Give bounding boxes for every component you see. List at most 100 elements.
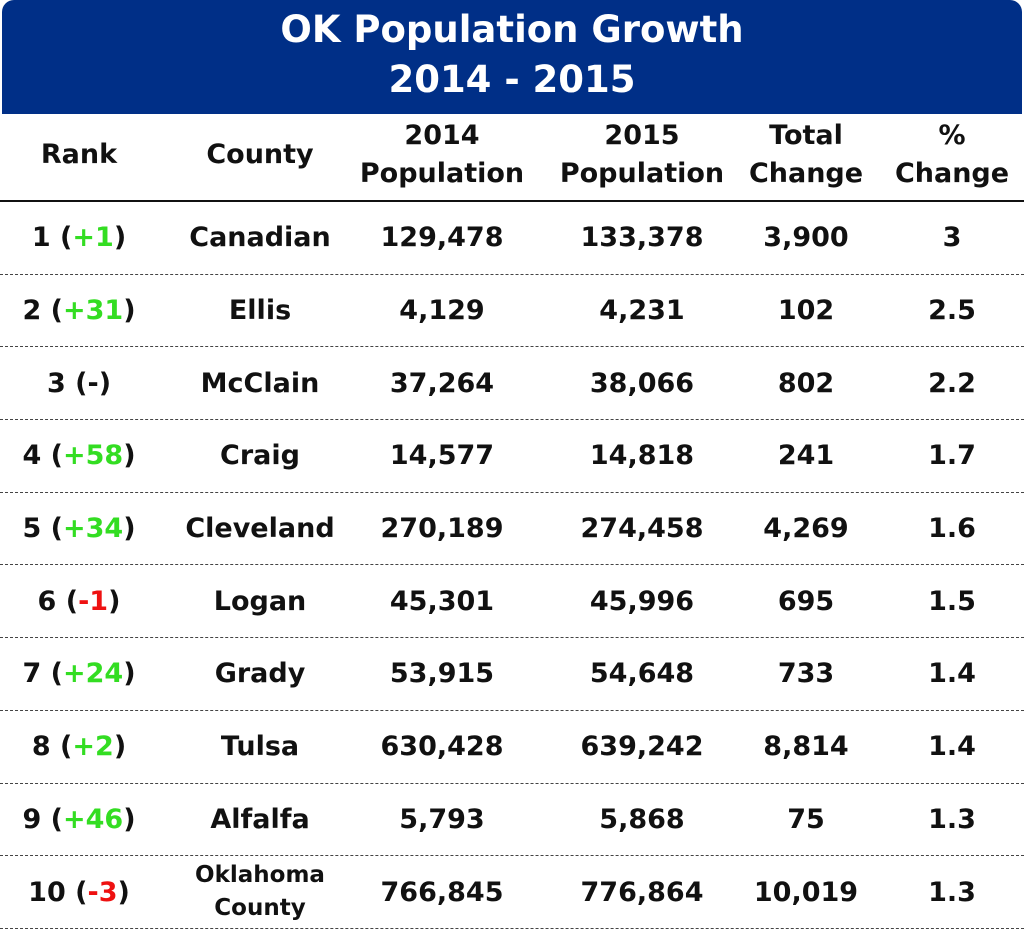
- table-row: 9 (+46) Alfalfa 5,793 5,868 75 1.3: [0, 784, 1024, 857]
- percent-change-cell: 2.5: [928, 295, 976, 327]
- county-cell: Cleveland: [185, 513, 335, 545]
- percent-change-cell: 1.7: [928, 440, 976, 472]
- population-2014-cell: 129,478: [380, 222, 504, 254]
- total-change-cell: 102: [777, 295, 835, 327]
- population-2014-cell: 53,915: [389, 658, 495, 690]
- table-body: 1 (+1) Canadian 129,478 133,378 3,900 3 2 (+31…: [0, 202, 1024, 929]
- county-cell: Grady: [214, 658, 306, 690]
- population-2014-cell: 5,793: [399, 803, 485, 835]
- rank-change: +2: [72, 731, 114, 763]
- population-2014-cell: 630,428: [380, 731, 504, 763]
- total-change-cell: 75: [787, 803, 825, 835]
- percent-change-cell: 3: [942, 222, 962, 254]
- population-2015-cell: 38,066: [589, 367, 695, 399]
- county-cell: Ellis: [228, 295, 292, 327]
- table-row: 7 (+24) Grady 53,915 54,648 733 1.4: [0, 638, 1024, 711]
- rank-number: 2: [22, 295, 42, 327]
- header-rank: Rank: [40, 139, 118, 170]
- population-2015-cell: 4,231: [599, 295, 685, 327]
- county-cell: Oklahoma County: [195, 862, 325, 922]
- population-2015-cell: 776,864: [580, 876, 704, 908]
- header-percent-change: % Change: [894, 120, 1010, 189]
- county-cell: Alfalfa: [210, 803, 310, 835]
- population-2015-cell: 5,868: [599, 803, 685, 835]
- total-change-cell: 4,269: [763, 513, 849, 545]
- table-row: 2 (+31) Ellis 4,129 4,231 102 2.5: [0, 275, 1024, 348]
- header-2014-population: 2014 Population: [359, 120, 525, 189]
- county-cell: Canadian: [189, 222, 331, 254]
- percent-change-cell: 2.2: [928, 367, 976, 399]
- table-row: 4 (+58) Craig 14,577 14,818 241 1.7: [0, 420, 1024, 493]
- population-2015-cell: 54,648: [589, 658, 695, 690]
- population-2014-cell: 270,189: [380, 513, 504, 545]
- title-line-2: 2014 - 2015: [388, 58, 636, 101]
- table-row: 1 (+1) Canadian 129,478 133,378 3,900 3: [0, 202, 1024, 275]
- rank-cell: 5 (+34): [22, 513, 136, 545]
- population-2014-cell: 766,845: [380, 876, 504, 908]
- title-line-1: OK Population Growth: [280, 8, 744, 51]
- county-cell: Logan: [213, 585, 307, 617]
- population-2014-cell: 45,301: [389, 585, 495, 617]
- header-county: County: [206, 139, 314, 170]
- county-cell: Craig: [220, 440, 300, 472]
- percent-change-cell: 1.6: [928, 513, 976, 545]
- rank-cell: 3 (-): [46, 367, 112, 399]
- rank-cell: 4 (+58): [22, 440, 136, 472]
- table-row: 5 (+34) Cleveland 270,189 274,458 4,269 1.6: [0, 493, 1024, 566]
- header-total-change: Total Change: [748, 120, 864, 189]
- rank-change: +46: [63, 803, 124, 835]
- rank-change: +31: [63, 295, 124, 327]
- population-2014-cell: 4,129: [399, 295, 485, 327]
- total-change-cell: 802: [777, 367, 835, 399]
- table-row: 3 (-) McClain 37,264 38,066 802 2.2: [0, 347, 1024, 421]
- population-2015-cell: 274,458: [580, 513, 704, 545]
- rank-cell: 6 (-1): [37, 585, 121, 617]
- rank-change: -: [87, 367, 99, 399]
- rank-number: 8: [31, 731, 51, 763]
- rank-number: 4: [22, 440, 42, 472]
- rank-change: +34: [63, 513, 124, 545]
- county-cell: McClain: [200, 367, 320, 399]
- percent-change-cell: 1.5: [928, 585, 976, 617]
- table-row: 8 (+2) Tulsa 630,428 639,242 8,814 1.4: [0, 711, 1024, 784]
- rank-cell: 7 (+24): [22, 658, 136, 690]
- table-row: 6 (-1) Logan 45,301 45,996 695 1.5: [0, 565, 1024, 639]
- rank-number: 3: [46, 367, 66, 399]
- population-2015-cell: 639,242: [580, 731, 704, 763]
- total-change-cell: 695: [777, 585, 835, 617]
- rank-change: +58: [63, 440, 124, 472]
- total-change-cell: 241: [777, 440, 835, 472]
- rank-change: +1: [72, 222, 114, 254]
- percent-change-cell: 1.4: [928, 731, 976, 763]
- county-cell: Tulsa: [220, 731, 300, 763]
- header-2015-population: 2015 Population: [559, 120, 725, 189]
- percent-change-cell: 1.3: [928, 876, 976, 908]
- rank-cell: 2 (+31): [22, 295, 136, 327]
- rank-cell: 10 (-3): [28, 876, 130, 908]
- rank-change: -3: [87, 876, 118, 908]
- rank-cell: 9 (+46): [22, 803, 136, 835]
- table-header: Rank County 2014 Population 2015 Populatio…: [0, 116, 1024, 202]
- total-change-cell: 3,900: [763, 222, 849, 254]
- percent-change-cell: 1.3: [928, 803, 976, 835]
- percent-change-cell: 1.4: [928, 658, 976, 690]
- rank-number: 6: [37, 585, 57, 617]
- rank-change: +24: [63, 658, 124, 690]
- population-2014-cell: 14,577: [389, 440, 495, 472]
- rank-number: 10: [28, 876, 66, 908]
- population-2014-cell: 37,264: [389, 367, 495, 399]
- rank-number: 9: [22, 803, 42, 835]
- population-table: Rank County 2014 Population 2015 Populatio…: [0, 116, 1024, 929]
- population-2015-cell: 45,996: [589, 585, 695, 617]
- rank-number: 7: [22, 658, 42, 690]
- rank-change: -1: [78, 585, 109, 617]
- population-2015-cell: 14,818: [589, 440, 695, 472]
- rank-cell: 8 (+2): [31, 731, 127, 763]
- population-2015-cell: 133,378: [580, 222, 704, 254]
- total-change-cell: 733: [777, 658, 835, 690]
- table-row: 10 (-3) Oklahoma County 766,845 776,864 10,01…: [0, 856, 1024, 929]
- rank-number: 5: [22, 513, 42, 545]
- total-change-cell: 10,019: [753, 876, 859, 908]
- rank-number: 1: [31, 222, 51, 254]
- title-banner: OK Population Growth 2014 - 2015: [2, 0, 1022, 114]
